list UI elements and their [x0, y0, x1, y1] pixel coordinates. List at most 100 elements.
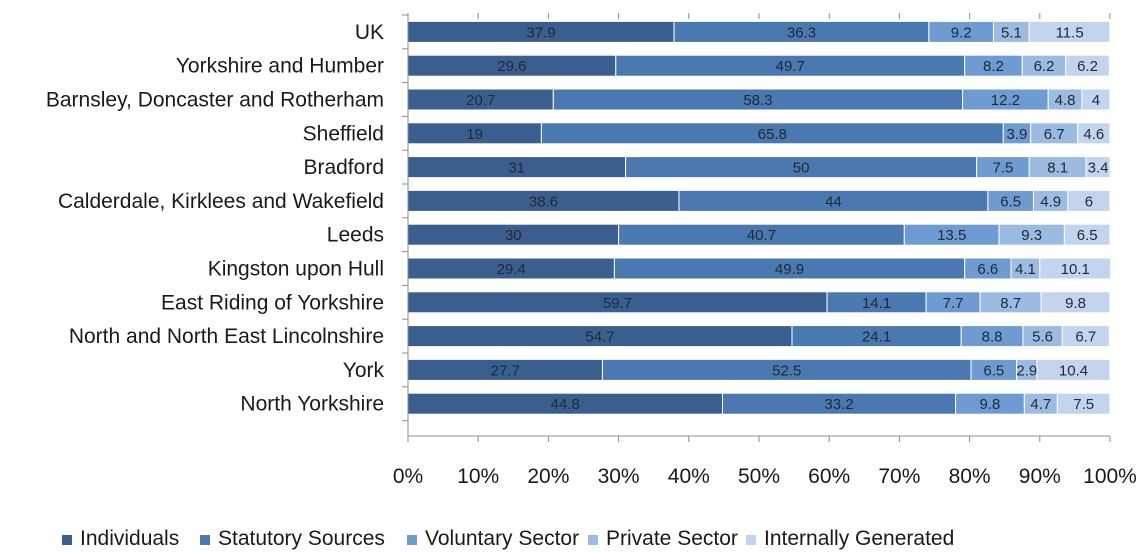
data-label-statutory-sources-leeds: 40.7 [747, 227, 776, 244]
data-label-individuals-leeds: 30 [505, 227, 522, 244]
data-label-voluntary-sector-yorkshire-and-humber: 8.2 [983, 58, 1004, 75]
bar-internally-generated-kingston-upon-hull [1039, 257, 1112, 280]
data-label-voluntary-sector-kingston-upon-hull: 6.6 [977, 261, 998, 278]
data-label-voluntary-sector-barnsley-doncaster-and-rotherham: 12.2 [991, 92, 1020, 109]
data-label-voluntary-sector-north-and-north-east-lincolnshire: 8.8 [982, 329, 1003, 346]
bar-internally-generated-barnsley-doncaster-and-rotherham [1081, 88, 1111, 111]
data-label-internally-generated-barnsley-doncaster-and-rotherham: 4 [1092, 92, 1100, 109]
legend-label-individuals: Individuals [80, 527, 179, 550]
x-tick-label-80: 80% [949, 465, 991, 488]
x-tick-label-60: 60% [808, 465, 850, 488]
category-label-east-riding-of-yorkshire: East Riding of Yorkshire [161, 291, 384, 314]
legend-item-internally-generated: Internally Generated [746, 527, 954, 550]
x-tick-label-40: 40% [668, 465, 710, 488]
data-label-private-sector-calderdale-kirklees-and-wakefield: 4.9 [1040, 193, 1061, 210]
category-label-north-yorkshire: North Yorkshire [240, 393, 384, 416]
category-label-uk: UK [355, 21, 384, 44]
legend-swatch-internally-generated [746, 535, 756, 545]
bars-group: 37.9 36.3 9.2 5.1 11.5 29.6 49.7 8.2 6.2 6.2 20.7 5… [407, 20, 1112, 415]
data-label-private-sector-east-riding-of-yorkshire: 8.7 [1000, 295, 1021, 312]
x-tick-label-90: 90% [1019, 465, 1061, 488]
category-label-north-and-north-east-lincolnshire: North and North East Lincolnshire [69, 325, 384, 348]
data-label-internally-generated-north-yorkshire: 7.5 [1073, 396, 1094, 413]
data-label-statutory-sources-york: 52.5 [772, 362, 801, 379]
data-label-internally-generated-east-riding-of-yorkshire: 9.8 [1065, 295, 1086, 312]
data-label-voluntary-sector-north-yorkshire: 9.8 [980, 396, 1001, 413]
data-label-private-sector-york: 2.9 [1016, 362, 1037, 379]
data-label-individuals-north-and-north-east-lincolnshire: 54.7 [585, 329, 614, 346]
data-label-individuals-york: 27.7 [491, 362, 520, 379]
data-label-voluntary-sector-calderdale-kirklees-and-wakefield: 6.5 [1000, 193, 1021, 210]
data-label-private-sector-kingston-upon-hull: 4.1 [1015, 261, 1036, 278]
data-label-individuals-barnsley-doncaster-and-rotherham: 20.7 [466, 92, 495, 109]
data-label-statutory-sources-north-yorkshire: 33.2 [824, 396, 853, 413]
legend-swatch-individuals [62, 535, 72, 545]
x-tick-label-100: 100% [1083, 465, 1137, 488]
data-label-individuals-calderdale-kirklees-and-wakefield: 38.6 [529, 193, 558, 210]
data-label-voluntary-sector-uk: 9.2 [951, 24, 972, 41]
data-label-internally-generated-york: 10.4 [1059, 362, 1088, 379]
bar-internally-generated-east-riding-of-yorkshire [1040, 291, 1111, 314]
data-label-individuals-uk: 37.9 [526, 24, 555, 41]
data-label-individuals-bradford: 31 [508, 160, 525, 177]
x-tick-label-20: 20% [527, 465, 569, 488]
bar-internally-generated-north-and-north-east-lincolnshire [1061, 325, 1110, 348]
bar-internally-generated-york [1036, 358, 1111, 381]
data-label-voluntary-sector-leeds: 13.5 [937, 227, 966, 244]
data-label-internally-generated-sheffield: 4.6 [1083, 126, 1104, 143]
legend-swatch-statutory-sources [200, 535, 210, 545]
data-label-individuals-east-riding-of-yorkshire: 59.7 [603, 295, 632, 312]
x-tick-label-0: 0% [393, 465, 423, 488]
axes-group: UK Yorkshire and Humber Barnsley, Doncaste… [46, 13, 1137, 488]
data-label-voluntary-sector-sheffield: 3.9 [1007, 126, 1028, 143]
data-label-internally-generated-north-and-north-east-lincolnshire: 6.7 [1075, 329, 1096, 346]
data-label-individuals-north-yorkshire: 44.8 [551, 396, 580, 413]
data-label-statutory-sources-kingston-upon-hull: 49.9 [775, 261, 804, 278]
x-tick-label-70: 70% [878, 465, 920, 488]
data-label-statutory-sources-yorkshire-and-humber: 49.7 [776, 58, 805, 75]
bar-internally-generated-north-yorkshire [1056, 392, 1111, 415]
data-label-individuals-sheffield: 19 [466, 126, 483, 143]
bar-internally-generated-leeds [1063, 223, 1111, 246]
data-label-private-sector-bradford: 8.1 [1047, 160, 1068, 177]
data-label-internally-generated-yorkshire-and-humber: 6.2 [1077, 58, 1098, 75]
data-label-internally-generated-uk: 11.5 [1056, 24, 1084, 41]
x-tick-label-50: 50% [738, 465, 780, 488]
data-label-statutory-sources-uk: 36.3 [787, 24, 816, 41]
data-label-internally-generated-bradford: 3.4 [1088, 160, 1109, 177]
category-label-yorkshire-and-humber: Yorkshire and Humber [176, 55, 384, 78]
data-label-voluntary-sector-york: 6.5 [983, 362, 1004, 379]
data-label-statutory-sources-calderdale-kirklees-and-wakefield: 44 [825, 193, 842, 210]
category-label-sheffield: Sheffield [303, 122, 384, 145]
legend-label-internally-generated: Internally Generated [764, 527, 954, 550]
data-label-private-sector-uk: 5.1 [1001, 24, 1022, 41]
category-label-bradford: Bradford [303, 156, 384, 179]
data-label-voluntary-sector-bradford: 7.5 [993, 160, 1014, 177]
bar-internally-generated-sheffield [1077, 122, 1111, 145]
bar-internally-generated-uk [1028, 20, 1111, 43]
legend-item-statutory-sources: Statutory Sources [200, 527, 385, 550]
data-label-statutory-sources-bradford: 50 [793, 160, 810, 177]
legend-label-private-sector: Private Sector [606, 527, 738, 550]
data-label-voluntary-sector-east-riding-of-yorkshire: 7.7 [943, 295, 964, 312]
x-tick-label-30: 30% [598, 465, 640, 488]
legend-swatch-private-sector [588, 535, 598, 545]
data-label-statutory-sources-barnsley-doncaster-and-rotherham: 58.3 [743, 92, 772, 109]
data-label-statutory-sources-north-and-north-east-lincolnshire: 24.1 [862, 329, 891, 346]
data-label-private-sector-barnsley-doncaster-and-rotherham: 4.8 [1055, 92, 1076, 109]
legend: Individuals Statutory Sources Voluntary Se… [62, 527, 954, 550]
category-label-calderdale-kirklees-and-wakefield: Calderdale, Kirklees and Wakefield [58, 190, 384, 213]
category-label-york: York [343, 359, 385, 382]
data-label-statutory-sources-east-riding-of-yorkshire: 14.1 [862, 295, 891, 312]
legend-item-voluntary-sector: Voluntary Sector [407, 527, 579, 550]
bar-internally-generated-calderdale-kirklees-and-wakefield [1067, 189, 1111, 212]
legend-item-private-sector: Private Sector [588, 527, 738, 550]
data-label-internally-generated-calderdale-kirklees-and-wakefield: 6 [1085, 193, 1093, 210]
data-label-private-sector-north-and-north-east-lincolnshire: 5.6 [1032, 329, 1053, 346]
legend-item-individuals: Individuals [62, 527, 179, 550]
category-label-barnsley-doncaster-and-rotherham: Barnsley, Doncaster and Rotherham [46, 89, 384, 112]
bar-internally-generated-bradford [1085, 156, 1111, 179]
data-label-statutory-sources-sheffield: 65.8 [758, 126, 787, 143]
bar-internally-generated-yorkshire-and-humber [1065, 54, 1110, 77]
